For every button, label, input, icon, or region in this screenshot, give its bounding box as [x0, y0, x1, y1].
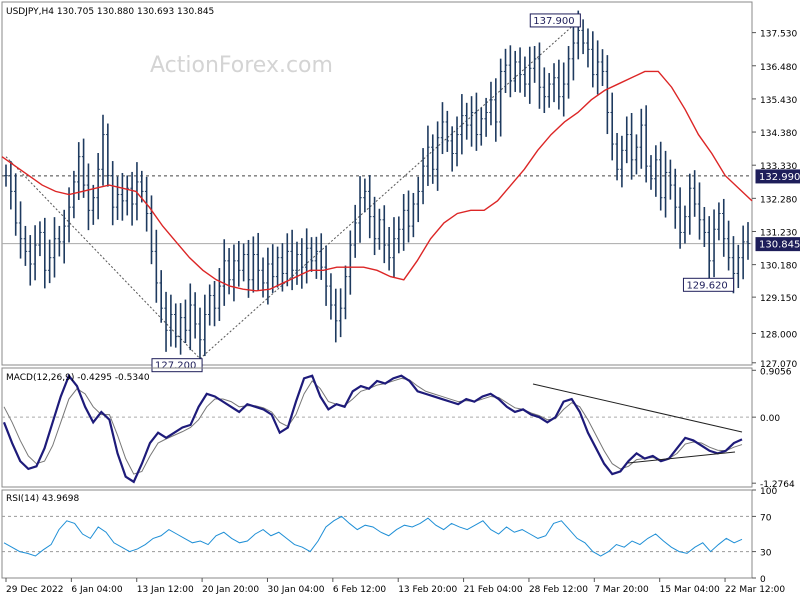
support-value-label: 132.990	[759, 172, 800, 183]
support-value-label-box	[755, 169, 800, 184]
rsi-title: RSI(14) 43.9698	[6, 494, 79, 504]
x-tick-label: 22 Mar 12:00	[725, 585, 785, 595]
macd-y-tick-label: -1.2764	[760, 480, 795, 490]
macd-panel-frame	[1, 367, 753, 488]
rsi-panel-frame	[1, 489, 753, 579]
current-price-label: 130.845	[759, 240, 800, 251]
x-tick-label: 13 Jan 12:00	[137, 585, 194, 595]
rsi-y-tick-label: 70	[760, 513, 772, 523]
current-price-label-box	[755, 237, 800, 252]
price-y-tick-label: 127.070	[760, 360, 797, 370]
price-y-tick-label: 129.150	[760, 294, 797, 304]
macd-trendline-lower	[627, 451, 736, 464]
high-label: 137.900	[533, 16, 574, 27]
high-label-box	[529, 13, 581, 28]
price-panel-frame	[1, 1, 753, 366]
macd-signal-line	[3, 377, 743, 475]
macd-y-tick-label: 0.00	[760, 414, 780, 424]
price-y-tick-label: 135.430	[760, 96, 797, 106]
recent-low-label-box	[682, 277, 735, 292]
watermark: ActionForex.com	[150, 53, 333, 78]
price-title: USDJPY,H4 130.705 130.880 130.693 130.84…	[6, 7, 214, 17]
x-tick-label: 6 Jan 04:00	[71, 585, 123, 595]
rsi-y-tick-label: 30	[760, 549, 772, 559]
macd-line	[2, 373, 743, 484]
low-label: 127.200	[155, 361, 196, 372]
x-tick-label: 28 Feb 12:00	[529, 585, 588, 595]
rsi-y-tick-label: 100	[760, 487, 777, 497]
price-y-tick-label: 130.180	[760, 262, 797, 272]
macd-title: MACD(12,26,9) -0.4295 -0.5340	[6, 373, 150, 383]
x-tick-label: 13 Feb 20:00	[398, 585, 457, 595]
price-y-tick-label: 134.380	[760, 129, 797, 139]
rsi-y-tick-label: 0	[760, 575, 766, 585]
price-panel: 127.070 128.000 129.150 130.180 131.230 132.2…	[1, 1, 800, 373]
macd-trendline-upper	[532, 383, 743, 433]
price-y-tick-label: 131.230	[760, 228, 797, 238]
macd-panel: 0.9056 0.00 -1.2764 MACD(12,26,9) -0.4295 -…	[1, 367, 795, 490]
macd-y-tick-label: 0.9056	[760, 367, 792, 377]
price-y-tick-label: 136.480	[760, 63, 797, 73]
x-tick-label: 15 Mar 04:00	[660, 585, 720, 595]
price-y-tick-label: 137.530	[760, 30, 797, 40]
x-tick-label: 20 Jan 20:00	[202, 585, 259, 595]
x-tick-label: 29 Dec 2022	[6, 585, 64, 595]
price-y-tick-label: 133.330	[760, 162, 797, 172]
x-tick-label: 21 Feb 04:00	[464, 585, 523, 595]
price-y-tick-label: 132.280	[760, 195, 797, 205]
recent-low-label: 129.620	[686, 280, 727, 291]
price-y-tick-label: 128.000	[760, 330, 797, 340]
rsi-panel: 100 70 30 0 RSI(14) 43.9698	[1, 487, 777, 585]
moving-average-line	[1, 70, 753, 292]
x-tick-label: 6 Feb 12:00	[333, 585, 387, 595]
x-tick-label: 7 Mar 20:00	[594, 585, 649, 595]
x-tick-label: 30 Jan 04:00	[267, 585, 324, 595]
x-axis: 29 Dec 2022 6 Jan 04:00 13 Jan 12:00 20 Jan…	[5, 578, 785, 595]
rsi-line	[3, 515, 743, 557]
